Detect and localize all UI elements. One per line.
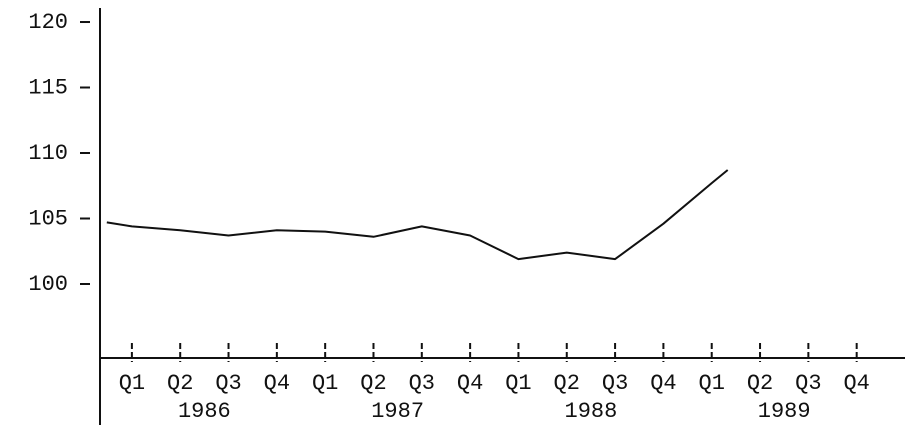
x-tick-label: Q1: [505, 371, 531, 396]
x-tick-label: Q2: [360, 371, 386, 396]
y-tick-label: 110: [28, 141, 68, 166]
y-tick-label: 115: [28, 75, 68, 100]
x-group-label: 1986: [178, 399, 231, 424]
x-tick-label: Q2: [747, 371, 773, 396]
x-tick-label: Q4: [264, 371, 290, 396]
x-tick-label: Q3: [215, 371, 241, 396]
x-group-label: 1988: [565, 399, 618, 424]
data-line: [106, 169, 729, 261]
x-tick-label: Q1: [312, 371, 338, 396]
x-tick-label: Q2: [167, 371, 193, 396]
x-tick-label: Q4: [650, 371, 676, 396]
x-tick-label: Q1: [699, 371, 725, 396]
x-tick-label: Q4: [843, 371, 869, 396]
y-tick-label: 120: [28, 10, 68, 35]
x-tick-label: Q3: [795, 371, 821, 396]
x-group-label: 1989: [758, 399, 811, 424]
y-tick-label: 100: [28, 272, 68, 297]
x-tick-label: Q3: [602, 371, 628, 396]
x-tick-label: Q4: [457, 371, 483, 396]
y-tick-label: 105: [28, 206, 68, 231]
x-tick-label: Q1: [119, 371, 145, 396]
x-group-label: 1987: [371, 399, 424, 424]
x-tick-label: Q2: [554, 371, 580, 396]
x-tick-label: Q3: [409, 371, 435, 396]
